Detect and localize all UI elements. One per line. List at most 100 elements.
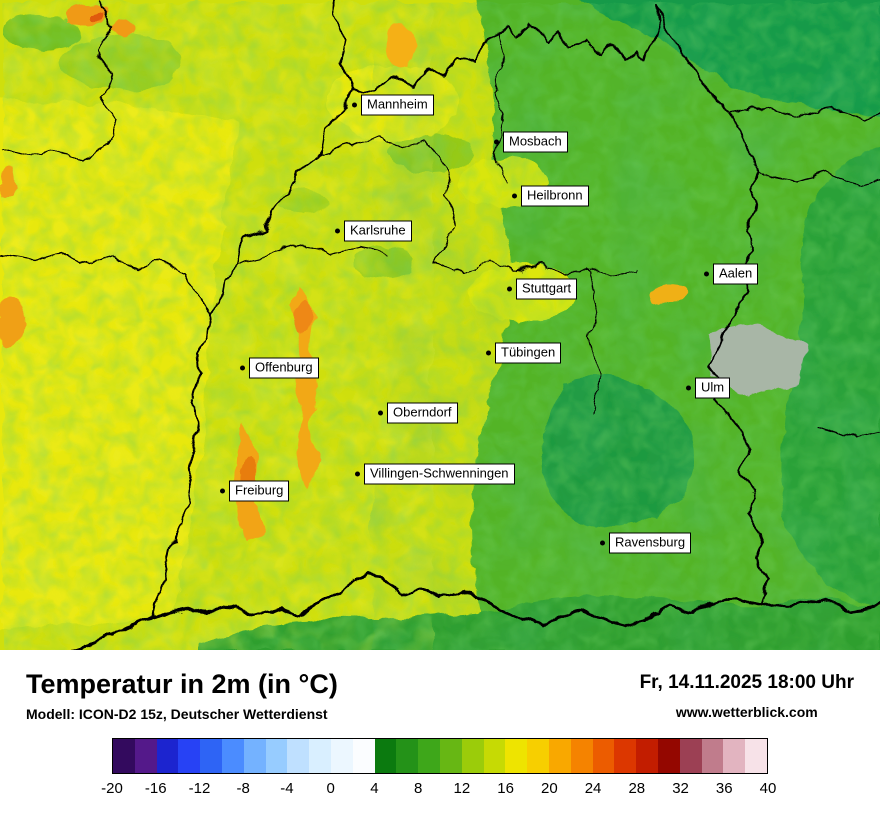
city-mosbach: Mosbach <box>494 131 568 153</box>
legend-color-cell <box>701 739 724 773</box>
legend-tick-labels: -20 -16 -12 -8 -4 0 4 8 12 16 20 24 28 32 36 40 <box>101 778 776 802</box>
legend-color-cell <box>352 739 375 773</box>
city-label: Villingen-Schwenningen <box>364 463 515 485</box>
legend-color-cell <box>309 739 331 773</box>
city-label: Offenburg <box>249 357 319 379</box>
city-oberndorf: Oberndorf <box>378 402 458 424</box>
city-label: Aalen <box>713 263 759 285</box>
city-dot <box>512 193 517 199</box>
legend-color-cell <box>243 739 266 773</box>
legend-color-cell <box>527 739 549 773</box>
map-title: Temperatur in 2m (in °C) <box>26 669 338 699</box>
city-label: Mosbach <box>503 131 568 153</box>
legend-tick-label: 0 <box>326 780 335 797</box>
website-label: www.wetterblick.com <box>675 704 818 720</box>
legend-color-cell <box>614 739 637 773</box>
legend-color-cell <box>396 739 419 773</box>
city-offenburg: Offenburg <box>240 357 319 379</box>
legend-color-cell <box>418 739 440 773</box>
city-heilbronn: Heilbronn <box>512 185 589 207</box>
model-info: Modell: ICON-D2 15z, Deutscher Wetterdie… <box>26 706 328 722</box>
legend-color-cell <box>679 739 702 773</box>
city-dot <box>355 471 360 477</box>
legend-tick-label: 40 <box>759 780 777 797</box>
city-dot <box>220 488 225 494</box>
legend-color-cell <box>330 739 353 773</box>
legend-tick-label: -8 <box>236 780 250 797</box>
legend-color-cell <box>156 739 179 773</box>
city-dot <box>240 365 245 371</box>
city-karlsruhe: Karlsruhe <box>335 220 412 242</box>
legend-color-cell <box>548 739 571 773</box>
city-dot <box>335 228 340 234</box>
city-dot <box>507 286 512 292</box>
legend-color-cell <box>200 739 222 773</box>
city-dot <box>378 410 383 416</box>
city-label: Tübingen <box>495 342 562 364</box>
city-dot <box>494 139 499 145</box>
legend-tick-label: 28 <box>628 780 646 797</box>
city-mannheim: Mannheim <box>352 94 434 116</box>
legend-tick-label: 8 <box>413 780 423 797</box>
legend-color-cell <box>570 739 593 773</box>
city-label: Oberndorf <box>387 402 458 424</box>
city-villingen-schwenningen: Villingen-Schwenningen <box>355 463 515 485</box>
legend-tick-label: -20 <box>101 780 123 797</box>
legend-color-cell <box>265 739 288 773</box>
legend-color-cell <box>287 739 310 773</box>
city-markers-layer: Mannheim Mosbach Heilbronn Karlsruhe Stuttga… <box>220 94 759 554</box>
legend-tick-label: 12 <box>453 780 471 797</box>
legend-color-cell <box>745 739 767 773</box>
map-panel: Mannheim Mosbach Heilbronn Karlsruhe Stuttga… <box>0 0 880 650</box>
legend-color-cell <box>113 739 135 773</box>
legend-tick-label: -4 <box>280 780 294 797</box>
legend-color-cell <box>439 739 462 773</box>
city-label: Heilbronn <box>521 185 589 207</box>
legend-color-cell <box>723 739 746 773</box>
city-dot <box>704 271 709 277</box>
legend-color-cell <box>374 739 397 773</box>
city-label: Ravensburg <box>609 532 692 554</box>
datetime-label: Fr, 14.11.2025 18:00 Uhr <box>639 672 854 693</box>
city-label: Ulm <box>695 377 731 399</box>
legend-color-cell <box>461 739 484 773</box>
city-label: Mannheim <box>361 94 434 116</box>
legend-color-cell <box>221 739 244 773</box>
legend-color-cell <box>134 739 157 773</box>
temperature-map <box>0 0 880 650</box>
legend-tick-label: 32 <box>672 780 689 797</box>
legend-color-cell <box>505 739 528 773</box>
city-stuttgart: Stuttgart <box>507 278 578 300</box>
city-ulm: Ulm <box>686 377 731 399</box>
city-label: Karlsruhe <box>344 220 412 242</box>
legend-tick-label: 4 <box>370 780 379 797</box>
city-dot <box>600 540 605 546</box>
legend-tick-label: 24 <box>584 780 602 797</box>
city-dot <box>352 102 357 108</box>
legend-tick-label: 20 <box>540 780 558 797</box>
city-label: Freiburg <box>229 480 290 502</box>
city-t-bingen: Tübingen <box>486 342 562 364</box>
legend-color-cell <box>178 739 201 773</box>
temperature-legend: -20 -16 -12 -8 -4 0 4 8 12 16 20 24 28 32 36 40 <box>101 738 776 802</box>
legend-color-cell <box>657 739 680 773</box>
city-ravensburg: Ravensburg <box>600 532 692 554</box>
legend-tick-label: -12 <box>188 780 211 797</box>
legend-color-cell <box>592 739 615 773</box>
city-freiburg: Freiburg <box>220 480 290 502</box>
legend-color-cell <box>636 739 658 773</box>
info-bar: Temperatur in 2m (in °C) Modell: ICON-D2… <box>0 650 880 722</box>
legend-colorbar <box>112 738 768 774</box>
city-label: Stuttgart <box>516 278 578 300</box>
legend-tick-label: -16 <box>144 780 167 797</box>
state-borders <box>0 0 880 650</box>
city-dot <box>486 350 491 356</box>
info-left: Temperatur in 2m (in °C) Modell: ICON-D2… <box>26 670 338 722</box>
city-aalen: Aalen <box>704 263 759 285</box>
legend-tick-label: 16 <box>497 780 514 797</box>
legend-color-cell <box>483 739 506 773</box>
legend-tick-label: 36 <box>715 780 733 797</box>
info-right: Fr, 14.11.2025 18:00 Uhr www.wetterblick… <box>640 670 854 720</box>
city-dot <box>686 385 691 391</box>
